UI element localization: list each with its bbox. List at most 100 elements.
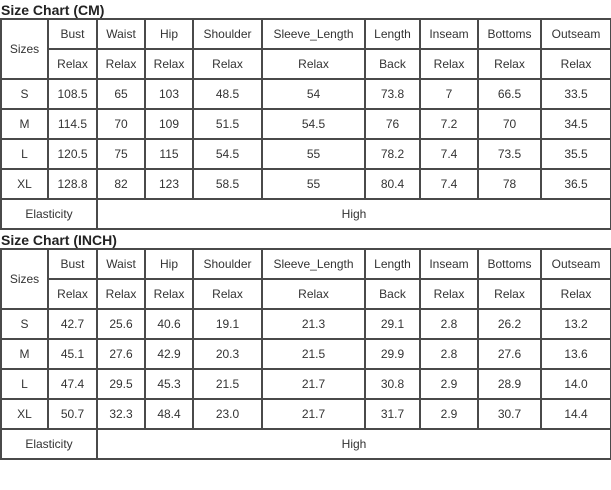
value-cell: 21.5 [261, 338, 366, 370]
value-cell: 36.5 [540, 168, 611, 200]
value-cell: 58.5 [192, 168, 263, 200]
column-header: Bust [47, 18, 98, 50]
table-row: XL 50.7 32.3 48.4 23.0 21.7 31.7 2.9 30.7 14.4 [0, 398, 611, 430]
value-cell: 115 [144, 138, 194, 170]
table-row: L 47.4 29.5 45.3 21.5 21.7 30.8 2.9 28.9 14.0 [0, 368, 611, 400]
fit-cell: Relax [477, 278, 542, 310]
value-cell: 65 [96, 78, 146, 110]
value-cell: 35.5 [540, 138, 611, 170]
sizes-header: Sizes [0, 18, 49, 80]
size-cell: L [0, 138, 49, 170]
value-cell: 2.9 [419, 398, 479, 430]
value-cell: 45.1 [47, 338, 98, 370]
value-cell: 29.1 [364, 308, 421, 340]
fit-cell: Relax [144, 48, 194, 80]
value-cell: 21.3 [261, 308, 366, 340]
elasticity-value: High [96, 428, 611, 460]
table-row: S 42.7 25.6 40.6 19.1 21.3 29.1 2.8 26.2 13.2 [0, 308, 611, 340]
value-cell: 29.5 [96, 368, 146, 400]
table-row: L 120.5 75 115 54.5 55 78.2 7.4 73.5 35.5 [0, 138, 611, 170]
value-cell: 32.3 [96, 398, 146, 430]
elasticity-label: Elasticity [0, 198, 98, 230]
size-chart-cm: Size Chart (CM) Sizes Bust Waist Hip Shoulder… [0, 0, 611, 230]
fit-cell: Relax [96, 278, 146, 310]
value-cell: 114.5 [47, 108, 98, 140]
value-cell: 19.1 [192, 308, 263, 340]
value-cell: 31.7 [364, 398, 421, 430]
value-cell: 70 [477, 108, 542, 140]
value-cell: 40.6 [144, 308, 194, 340]
size-cell: L [0, 368, 49, 400]
fit-row: Relax Relax Relax Relax Relax Back Relax Relax R… [1, 278, 611, 310]
value-cell: 78.2 [364, 138, 421, 170]
table-row: M 45.1 27.6 42.9 20.3 21.5 29.9 2.8 27.6 13.6 [0, 338, 611, 370]
value-cell: 7.4 [419, 168, 479, 200]
fit-cell: Relax [261, 48, 366, 80]
value-cell: 42.7 [47, 308, 98, 340]
value-cell: 14.0 [540, 368, 611, 400]
size-table: Sizes Bust Waist Hip Shoulder Sleeve_Length Le… [0, 248, 611, 460]
value-cell: 54.5 [192, 138, 263, 170]
value-cell: 51.5 [192, 108, 263, 140]
value-cell: 73.5 [477, 138, 542, 170]
value-cell: 27.6 [477, 338, 542, 370]
value-cell: 82 [96, 168, 146, 200]
column-header: Bottoms [477, 18, 542, 50]
value-cell: 54.5 [261, 108, 366, 140]
fit-cell: Relax [477, 48, 542, 80]
value-cell: 23.0 [192, 398, 263, 430]
value-cell: 21.7 [261, 368, 366, 400]
value-cell: 30.8 [364, 368, 421, 400]
value-cell: 2.8 [419, 308, 479, 340]
fit-cell: Relax [261, 278, 366, 310]
value-cell: 78 [477, 168, 542, 200]
column-header: Outseam [540, 248, 611, 280]
column-header: Sleeve_Length [261, 248, 366, 280]
column-header: Inseam [419, 18, 479, 50]
elasticity-value: High [96, 198, 611, 230]
fit-cell: Relax [144, 278, 194, 310]
column-header: Hip [144, 18, 194, 50]
fit-row: Relax Relax Relax Relax Relax Back Relax Relax R… [1, 48, 611, 80]
size-cell: S [0, 78, 49, 110]
header-row: Sizes Bust Waist Hip Shoulder Sleeve_Length Le… [0, 18, 611, 80]
fit-cell: Relax [540, 278, 611, 310]
fit-cell: Relax [96, 48, 146, 80]
value-cell: 47.4 [47, 368, 98, 400]
table-row: M 114.5 70 109 51.5 54.5 76 7.2 70 34.5 [0, 108, 611, 140]
value-cell: 50.7 [47, 398, 98, 430]
value-cell: 13.2 [540, 308, 611, 340]
value-cell: 21.7 [261, 398, 366, 430]
value-cell: 45.3 [144, 368, 194, 400]
size-cell: S [0, 308, 49, 340]
column-header: Length [364, 18, 421, 50]
column-header: Hip [144, 248, 194, 280]
value-cell: 42.9 [144, 338, 194, 370]
value-cell: 26.2 [477, 308, 542, 340]
size-cell: XL [0, 398, 49, 430]
value-cell: 80.4 [364, 168, 421, 200]
value-cell: 70 [96, 108, 146, 140]
value-cell: 76 [364, 108, 421, 140]
fit-cell: Relax [47, 48, 98, 80]
table-title: Size Chart (CM) [1, 2, 105, 18]
value-cell: 128.8 [47, 168, 98, 200]
column-header: Waist [96, 248, 146, 280]
table-row: S 108.5 65 103 48.5 54 73.8 7 66.5 33.5 [0, 78, 611, 110]
fit-cell: Relax [47, 278, 98, 310]
value-cell: 33.5 [540, 78, 611, 110]
size-cell: M [0, 338, 49, 370]
fit-cell: Back [364, 48, 421, 80]
column-header: Shoulder [192, 248, 263, 280]
elasticity-row: Elasticity High [0, 198, 611, 230]
column-header: Waist [96, 18, 146, 50]
column-header: Length [364, 248, 421, 280]
fit-cell: Relax [419, 48, 479, 80]
sizes-header: Sizes [0, 248, 49, 310]
value-cell: 13.6 [540, 338, 611, 370]
column-header: Bust [47, 248, 98, 280]
table-title: Size Chart (INCH) [1, 232, 117, 248]
value-cell: 120.5 [47, 138, 98, 170]
column-header: Shoulder [192, 18, 263, 50]
value-cell: 7 [419, 78, 479, 110]
